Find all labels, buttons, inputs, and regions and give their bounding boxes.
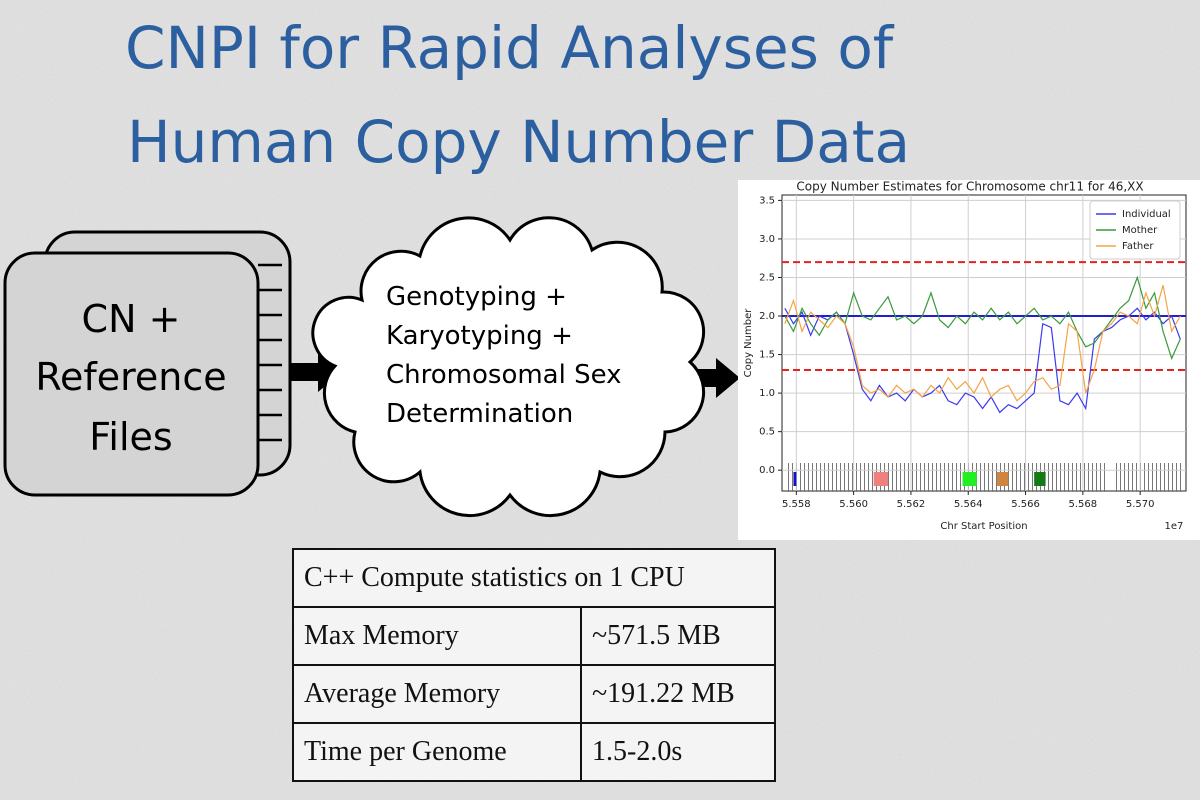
table-cell: Max Memory (292, 606, 582, 666)
input-label: Reference (35, 355, 226, 399)
series-line (784, 275, 1181, 361)
stats-table: C++ Compute statistics on 1 CPU Max Memo… (292, 548, 776, 782)
y-tick-label: 1.5 (759, 350, 775, 361)
segment-marker (962, 472, 977, 486)
x-tick-label: 5.564 (954, 499, 983, 510)
probe-rug (1116, 463, 1184, 492)
document-lines (258, 263, 282, 442)
table-cell: Time per Genome (292, 722, 582, 782)
segment-marker (996, 472, 1009, 486)
y-tick-label: 3.5 (759, 195, 775, 206)
series-line (784, 285, 1181, 402)
table-cell: ~191.22 MB (580, 664, 776, 724)
table-cell: ~571.5 MB (580, 606, 776, 666)
table-title: C++ Compute statistics on 1 CPU (292, 548, 776, 608)
input-label: CN + (82, 297, 181, 341)
x-offset-label: 1e7 (1165, 521, 1184, 532)
y-tick-label: 0.5 (759, 427, 775, 438)
legend-box (1089, 200, 1181, 260)
process-label: Karyotyping + (386, 321, 573, 351)
y-tick-label: 2.0 (759, 311, 775, 322)
y-tick-label: 3.0 (759, 234, 775, 245)
segment-marker (1034, 472, 1046, 486)
x-tick-label: 5.562 (897, 499, 926, 510)
legend-label: Father (1122, 241, 1154, 252)
legend-label: Mother (1122, 225, 1158, 236)
table-cell: Average Memory (292, 664, 582, 724)
y-tick-label: 1.0 (759, 388, 775, 399)
document-front (3, 251, 260, 497)
chart-title: Copy Number Estimates for Chromosome chr… (796, 180, 1143, 194)
slide-title: Human Copy Number Data (127, 108, 910, 176)
table-cell: 1.5-2.0s (580, 722, 776, 782)
process-label: Chromosomal Sex (386, 360, 622, 390)
probe-rug (788, 463, 1106, 492)
y-tick-label: 2.5 (759, 272, 775, 283)
chart: Copy Number Estimates for Chromosome chr… (738, 180, 1200, 540)
x-tick-label: 5.560 (839, 499, 868, 510)
process-label: Genotyping + (386, 282, 567, 312)
segment-marker (793, 472, 797, 486)
x-axis-label: Chr Start Position (940, 521, 1027, 532)
input-label: Files (89, 415, 172, 459)
process-cloud (311, 216, 706, 518)
series-line (784, 307, 1181, 414)
x-tick-label: 5.558 (782, 499, 811, 510)
y-axis-label: Copy Number (743, 308, 754, 378)
x-tick-label: 5.568 (1069, 499, 1098, 510)
slide-title: CNPI for Rapid Analyses of (125, 14, 895, 82)
y-tick-label: 0.0 (759, 465, 775, 476)
segment-marker (873, 472, 889, 486)
arrow (693, 358, 740, 398)
legend-label: Individual (1122, 209, 1171, 220)
x-tick-label: 5.566 (1011, 499, 1040, 510)
x-tick-label: 5.570 (1126, 499, 1155, 510)
process-label: Determination (386, 399, 573, 429)
